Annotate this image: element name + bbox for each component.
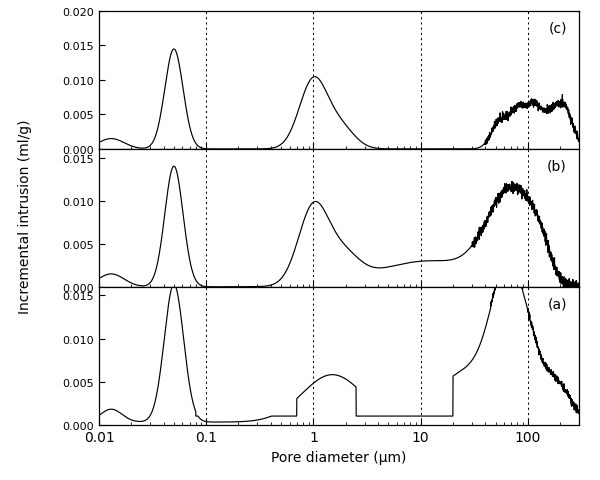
Text: (b): (b) [547,159,567,173]
Text: (c): (c) [548,22,567,36]
Text: Incremental intrusion (ml/g): Incremental intrusion (ml/g) [18,119,32,313]
X-axis label: Pore diameter (μm): Pore diameter (μm) [271,451,407,465]
Text: (a): (a) [548,297,567,311]
